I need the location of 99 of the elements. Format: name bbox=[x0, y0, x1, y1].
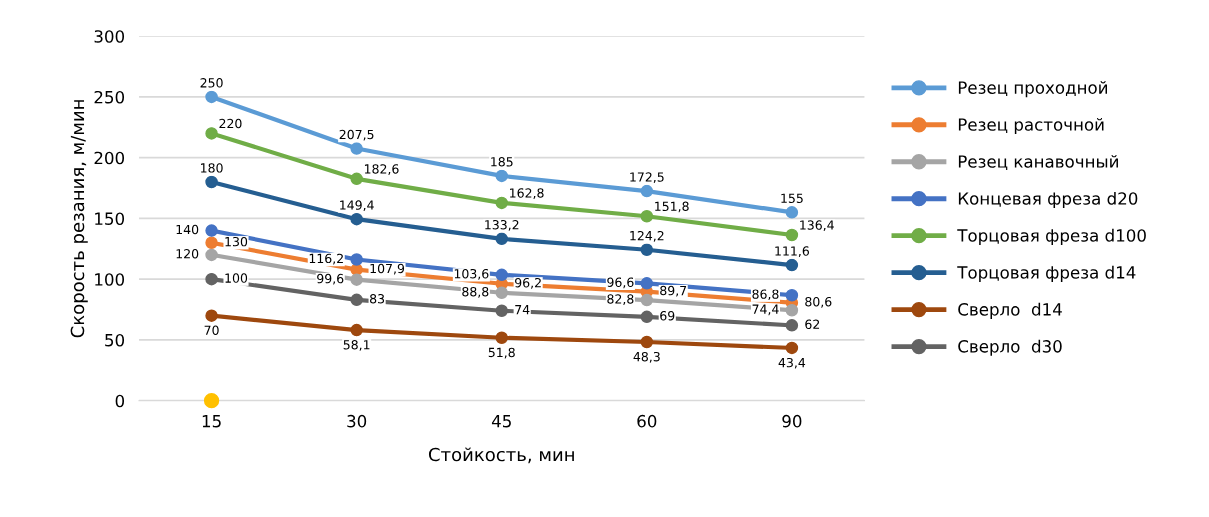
point bbox=[640, 310, 654, 324]
data-label: 120 bbox=[176, 249, 199, 259]
data-label: 130 bbox=[225, 236, 248, 247]
point bbox=[640, 277, 654, 290]
data-label: 151,8 bbox=[655, 201, 689, 213]
y-tick-label: 200 bbox=[94, 151, 125, 165]
y-tick-label: 150 bbox=[95, 212, 125, 225]
data-label: 58,1 bbox=[343, 340, 370, 351]
data-label: 107,9 bbox=[370, 263, 405, 275]
point bbox=[495, 286, 508, 300]
point bbox=[785, 228, 799, 242]
data-label: 111,6 bbox=[775, 246, 809, 257]
point bbox=[640, 293, 654, 307]
point bbox=[785, 319, 799, 332]
point bbox=[205, 272, 218, 286]
point bbox=[495, 169, 508, 183]
data-label: 100 bbox=[225, 273, 248, 283]
point bbox=[350, 142, 363, 155]
data-label: 155 bbox=[781, 193, 803, 203]
y-tick-label: 100 bbox=[95, 273, 125, 286]
data-label: 136,4 bbox=[800, 220, 834, 232]
point bbox=[205, 248, 218, 262]
point bbox=[350, 293, 363, 307]
data-label: 99,6 bbox=[317, 273, 344, 285]
point bbox=[205, 236, 218, 249]
data-label: 74,4 bbox=[752, 304, 779, 316]
data-label: 220 bbox=[219, 118, 242, 129]
point bbox=[785, 341, 799, 355]
point bbox=[350, 253, 363, 266]
point bbox=[640, 335, 654, 349]
point bbox=[785, 304, 799, 317]
data-label: 62 bbox=[805, 319, 820, 329]
data-label: 207,5 bbox=[339, 129, 374, 141]
point bbox=[350, 273, 363, 286]
data-label: 48,3 bbox=[633, 351, 660, 363]
data-label: 51,8 bbox=[488, 347, 515, 359]
data-label: 96,2 bbox=[515, 277, 541, 289]
data-label: 96,6 bbox=[607, 277, 634, 289]
y-tick-label: 0 bbox=[115, 394, 125, 408]
data-label: 162,8 bbox=[510, 188, 544, 199]
data-label: 70 bbox=[204, 325, 219, 336]
legend-label: Торцовая фреза d14 bbox=[957, 265, 1136, 282]
data-label: 89,7 bbox=[660, 285, 687, 297]
point bbox=[785, 288, 799, 302]
data-label: 250 bbox=[200, 78, 223, 88]
data-label: 43,4 bbox=[778, 357, 806, 369]
x-tick-label: 90 bbox=[782, 414, 802, 428]
data-label: 124,2 bbox=[630, 230, 664, 242]
x-tick-label: 15 bbox=[202, 415, 221, 428]
y-tick-label: 300 bbox=[94, 30, 125, 43]
x-tick-label: 30 bbox=[347, 414, 367, 428]
point bbox=[350, 172, 363, 186]
y-tick-label: 250 bbox=[94, 90, 125, 104]
data-label: 182,6 bbox=[364, 164, 399, 175]
data-label: 86,8 bbox=[752, 289, 779, 301]
data-label: 88,8 bbox=[462, 286, 489, 298]
legend-label: Сверло d14 bbox=[958, 302, 1062, 319]
data-label: 103,6 bbox=[454, 268, 489, 280]
y-tick-label: 50 bbox=[105, 333, 125, 347]
point bbox=[350, 212, 363, 226]
legend-label: Сверло d30 bbox=[958, 339, 1062, 356]
legend-label: Концевая фреза d20 bbox=[958, 191, 1138, 209]
point bbox=[495, 304, 508, 318]
data-label: 80,6 bbox=[805, 296, 832, 308]
point bbox=[205, 309, 218, 322]
x-tick-label: 45 bbox=[491, 415, 511, 428]
point bbox=[495, 268, 508, 282]
legend-label: Торцовая фреза d100 bbox=[957, 228, 1146, 245]
legend-label: Резец расточной bbox=[958, 118, 1104, 135]
data-label: 116,2 bbox=[309, 253, 343, 265]
point bbox=[785, 206, 799, 219]
point bbox=[640, 209, 654, 223]
data-label: 69 bbox=[660, 311, 675, 321]
point bbox=[640, 184, 654, 198]
data-label: 140 bbox=[176, 224, 199, 235]
point bbox=[350, 323, 363, 337]
y-axis-title: Скорость резания, м/мин bbox=[70, 100, 88, 338]
point bbox=[205, 127, 218, 140]
point bbox=[640, 243, 654, 257]
data-label: 133,2 bbox=[485, 220, 519, 231]
data-label: 172,5 bbox=[630, 172, 664, 184]
point bbox=[495, 232, 508, 246]
point bbox=[205, 175, 218, 189]
x-axis-title: Стойкость, мин bbox=[428, 447, 574, 464]
point bbox=[495, 331, 508, 344]
data-label: 82,8 bbox=[607, 294, 634, 305]
x-tick-label: 60 bbox=[637, 414, 657, 428]
point bbox=[203, 393, 220, 409]
legend-label: Резец канавочный bbox=[958, 155, 1118, 170]
point bbox=[785, 258, 799, 272]
legend-label: Резец проходной bbox=[958, 81, 1108, 98]
data-label: 185 bbox=[491, 157, 513, 167]
data-label: 74 bbox=[515, 305, 530, 315]
point bbox=[205, 224, 218, 237]
data-label: 149,4 bbox=[340, 200, 374, 212]
point bbox=[495, 196, 508, 210]
data-label: 83 bbox=[370, 294, 385, 304]
data-label: 180 bbox=[201, 163, 223, 173]
point bbox=[205, 90, 218, 104]
